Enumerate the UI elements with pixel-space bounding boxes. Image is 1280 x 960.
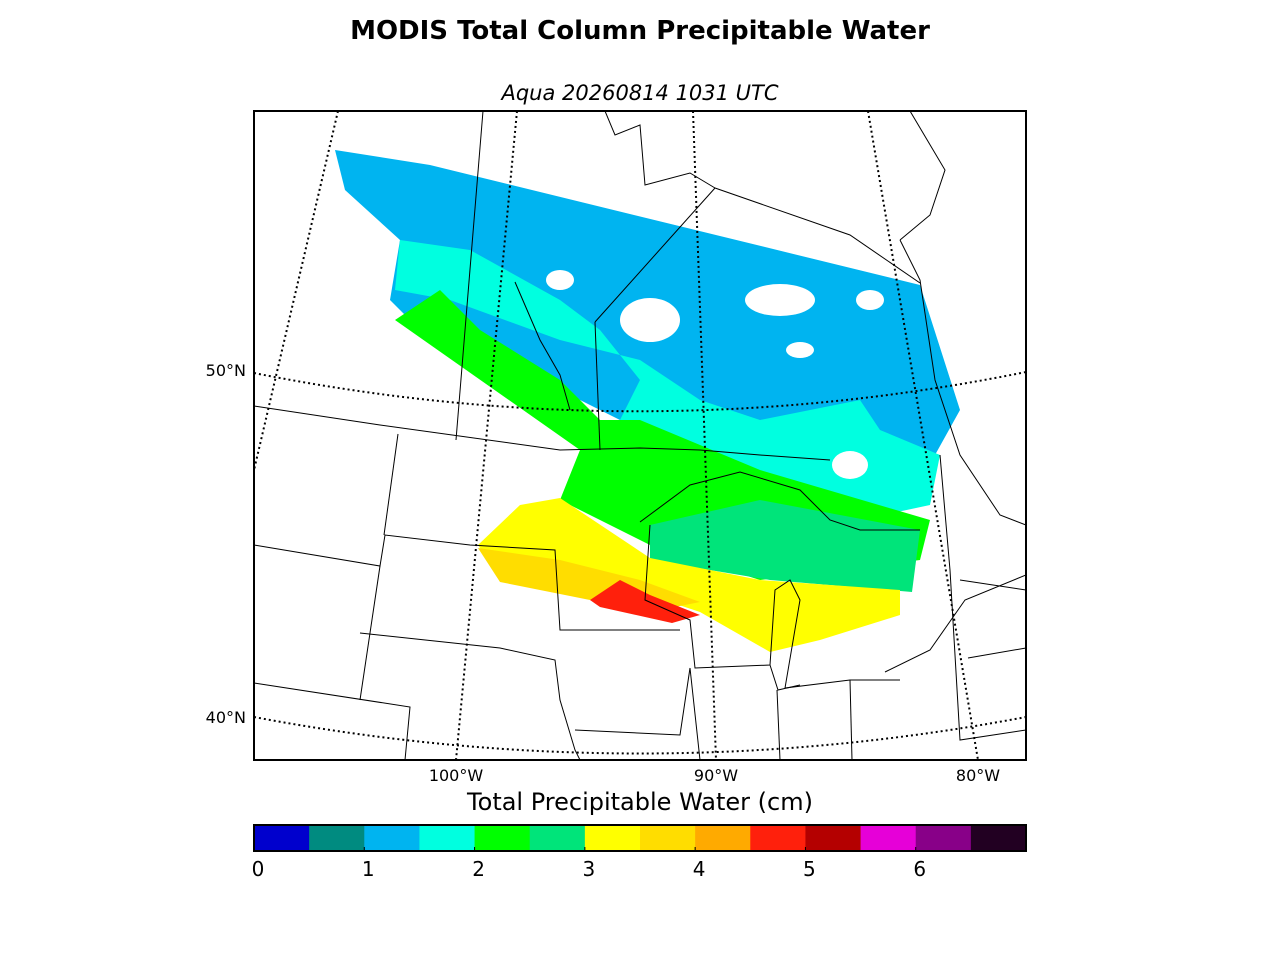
colorbar-bin [419,825,476,851]
colorbar-tick-label: 2 [472,857,485,881]
colorbar-bin [254,825,310,851]
boundaries [254,111,1026,760]
colorbar-bin [695,825,751,851]
colorbar-bin [640,825,696,851]
subtitle: Aqua 20260814 1031 UTC [499,81,778,105]
colorbar-tick-label: 3 [582,857,595,881]
colorbar-tick-label: 6 [913,857,926,881]
colorbar-bin [915,825,972,851]
colorbar-bin [860,825,917,851]
colorbar-tick-label: 1 [362,857,375,881]
colorbar-frame [253,824,1027,852]
pw-yellow [478,498,900,652]
colorbar-bin [309,825,365,851]
lon-label: 80°W [956,766,1000,785]
pw-cyan [395,240,940,520]
colorbar-tick-label: 4 [693,857,706,881]
colorbar-tick-label: 5 [803,857,816,881]
map [254,111,1026,760]
lon-label: 90°W [694,766,738,785]
colorbar-bin [584,825,641,851]
pw-spring [650,500,920,592]
colorbar-bin [805,825,862,851]
map-frame [253,110,1027,761]
lon-label: 100°W [429,766,484,785]
colorbar-bin [970,825,1027,851]
colorbar-bin [529,825,586,851]
graticule [254,111,1026,760]
lat-label: 40°N [206,708,246,727]
colorbar-tick-label: 0 [252,857,265,881]
lat-label: 50°N [206,361,246,380]
colorbar-label: Total Precipitable Water (cm) [466,788,813,816]
colorbar: 0 1 2 3 4 5 6 [252,824,1027,881]
colorbar-bin [750,825,806,851]
title: MODIS Total Column Precipitable Water [350,16,930,46]
cloud-gaps [546,270,884,479]
colorbar-bin [474,825,531,851]
colorbar-bin [364,825,420,851]
